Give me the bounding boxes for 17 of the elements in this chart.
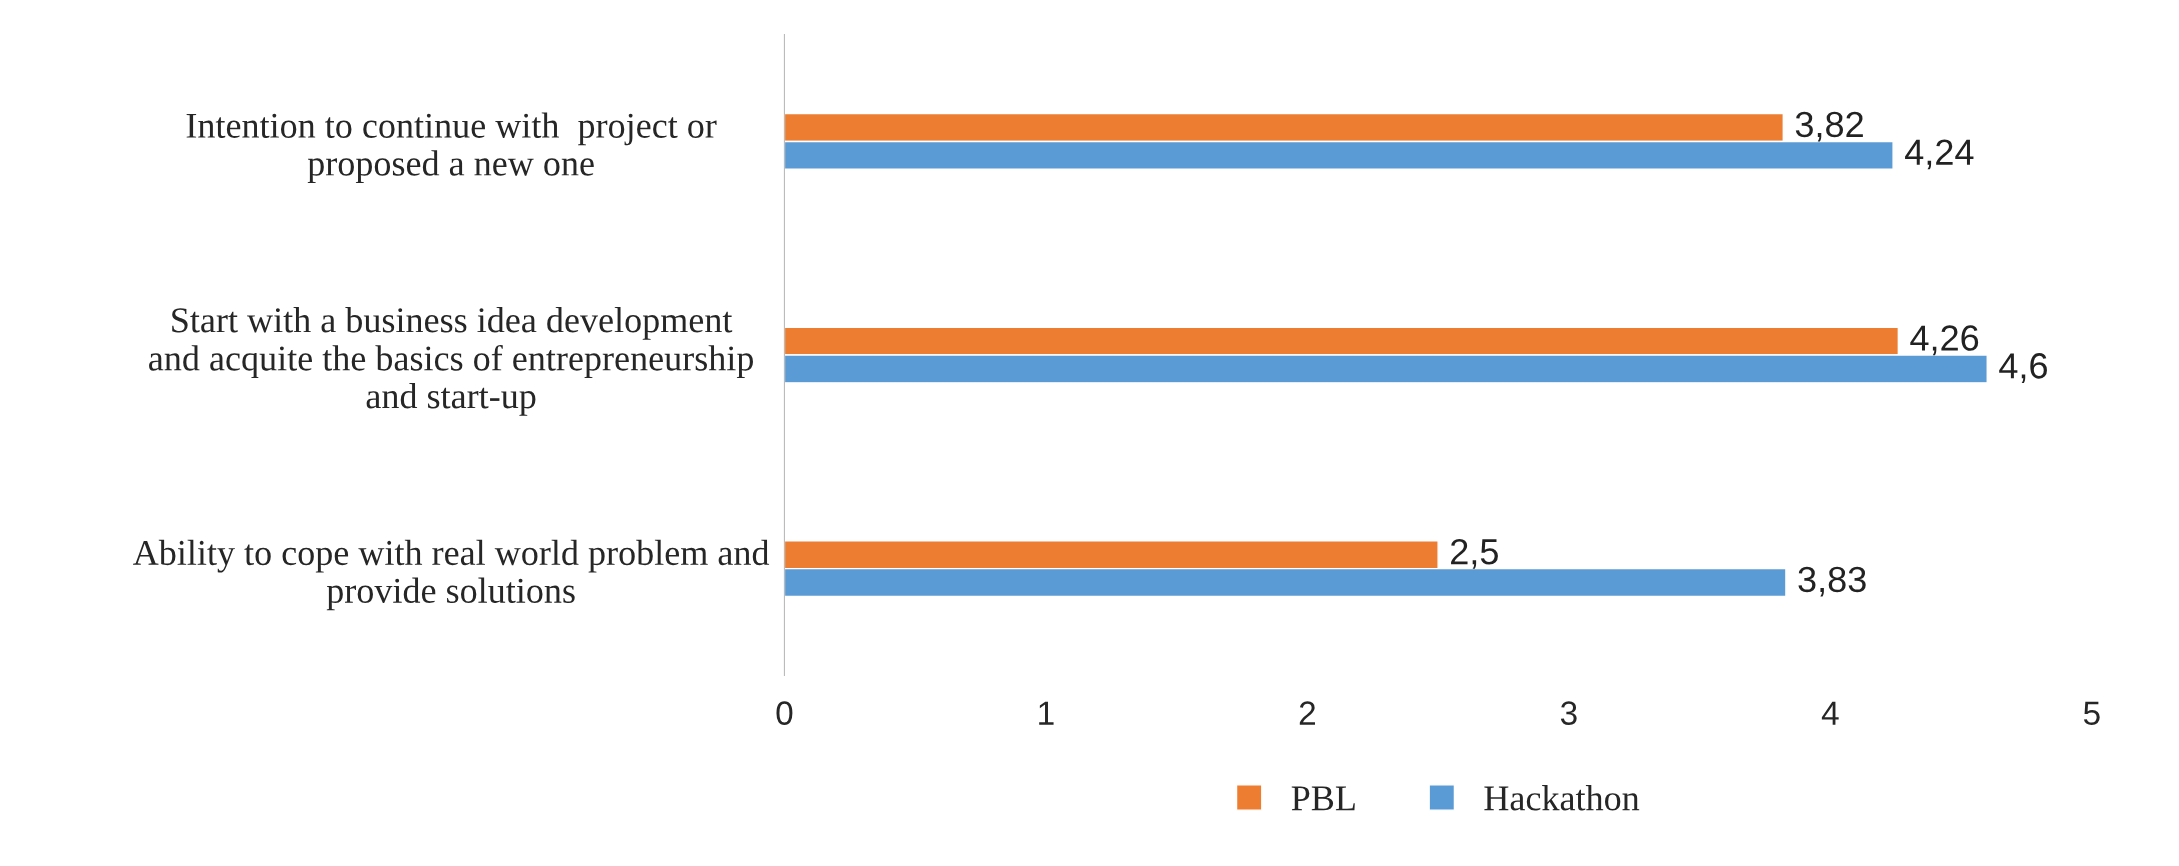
x-tick-label: 1 bbox=[1039, 701, 1054, 725]
x-tick-label: 3 bbox=[1560, 701, 1577, 725]
data-label: 4,26 bbox=[1910, 325, 1979, 356]
x-tick-label: 5 bbox=[2083, 701, 2100, 725]
y-tick-label: Start with a business idea development and acquite the basics of entrepreneurship and start-up bbox=[149, 307, 753, 416]
legend-label: Hackathon bbox=[1484, 785, 1640, 811]
y-tick-label: Intention to continue with project or proposed a new one bbox=[186, 112, 717, 184]
data-label: 3,83 bbox=[1798, 566, 1866, 597]
legend-label: PBL bbox=[1291, 786, 1355, 811]
data-label: 4,24 bbox=[1905, 139, 1974, 170]
y-tick-label: Ability to cope with real world problem and provide solutions bbox=[133, 539, 770, 611]
x-tick-label: 0 bbox=[776, 701, 793, 725]
x-tick-label: 2 bbox=[1299, 701, 1315, 725]
data-label: 3,82 bbox=[1795, 111, 1863, 142]
x-tick-label: 4 bbox=[1821, 701, 1839, 725]
data-label: 2,5 bbox=[1451, 538, 1498, 569]
data-label: 4,6 bbox=[1999, 353, 2047, 383]
